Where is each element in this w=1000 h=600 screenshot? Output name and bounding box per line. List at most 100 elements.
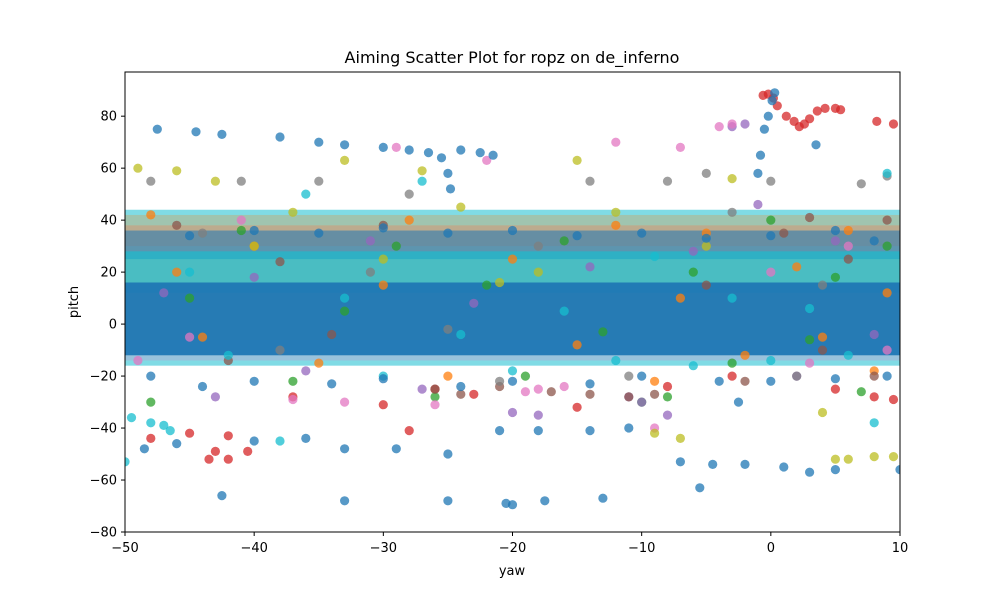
point-s0-18 xyxy=(243,446,253,456)
point-s0-13 xyxy=(872,116,882,126)
point-s5-14 xyxy=(714,122,724,132)
point-s9-61 xyxy=(378,374,388,384)
point-s9-72 xyxy=(811,140,821,150)
point-s2-2 xyxy=(236,225,246,236)
point-s7-15 xyxy=(701,241,711,251)
point-s9-39 xyxy=(695,483,705,493)
x-tick-label-6: 10 xyxy=(892,541,909,556)
point-s1-12 xyxy=(675,293,686,303)
x-tick-label-5: 0 xyxy=(767,541,775,556)
point-s4-18 xyxy=(882,215,892,225)
point-s1-17 xyxy=(843,225,853,236)
point-s1-1 xyxy=(172,267,182,277)
point-s9-71 xyxy=(882,371,892,381)
point-s5-5 xyxy=(391,142,401,152)
point-s0-29 xyxy=(888,394,899,405)
point-s4-10 xyxy=(624,392,634,402)
point-s5-8 xyxy=(520,387,531,397)
point-s1-9 xyxy=(572,340,582,350)
point-s1-7 xyxy=(443,371,453,381)
point-s2-10 xyxy=(598,327,608,337)
point-s9-2 xyxy=(217,129,227,139)
point-s3-1 xyxy=(210,392,220,402)
point-s8-12 xyxy=(456,329,466,340)
point-s9-1 xyxy=(191,127,201,137)
point-s7-7 xyxy=(417,166,427,176)
point-s2-19 xyxy=(882,241,892,251)
point-s8-20 xyxy=(805,303,815,314)
point-s6-5 xyxy=(365,267,375,277)
point-s9-69 xyxy=(585,379,595,389)
point-s9-18 xyxy=(770,88,780,98)
point-s9-54 xyxy=(314,228,324,238)
point-s7-18 xyxy=(830,454,841,464)
point-s9-27 xyxy=(443,449,453,459)
point-s3-7 xyxy=(507,407,518,418)
point-s9-65 xyxy=(830,374,841,384)
point-s5-2 xyxy=(236,215,246,225)
point-s9-34 xyxy=(443,496,453,506)
point-s7-8 xyxy=(456,202,466,212)
point-s9-38 xyxy=(217,491,227,501)
point-s4-19 xyxy=(805,212,815,223)
point-s9-6 xyxy=(378,142,388,152)
point-s8-9 xyxy=(340,293,350,303)
point-s6-17 xyxy=(817,280,828,290)
point-s2-8 xyxy=(520,371,531,381)
point-s6-12 xyxy=(662,176,673,186)
point-s7-1 xyxy=(172,166,182,176)
point-s4-15 xyxy=(817,345,828,355)
point-s9-64 xyxy=(766,376,776,386)
point-s9-43 xyxy=(779,462,789,472)
point-s4-9 xyxy=(585,389,595,399)
point-s3-16 xyxy=(753,199,763,210)
point-s0-17 xyxy=(223,454,233,464)
point-s0-14 xyxy=(888,119,899,129)
point-s3-9 xyxy=(585,262,595,272)
point-s8-1 xyxy=(126,413,137,423)
y-tick-label-3: −20 xyxy=(90,370,117,385)
point-s9-24 xyxy=(301,433,311,443)
point-s2-1 xyxy=(185,293,195,303)
point-s9-70 xyxy=(714,376,724,386)
point-s9-9 xyxy=(436,153,447,163)
point-s8-5 xyxy=(185,267,195,277)
point-s9-15 xyxy=(759,124,770,134)
point-s5-1 xyxy=(185,332,195,342)
point-s7-21 xyxy=(888,452,899,462)
point-s9-13 xyxy=(475,148,485,158)
point-s0-12 xyxy=(836,105,846,115)
point-s9-41 xyxy=(708,459,718,469)
point-s9-68 xyxy=(456,381,466,392)
point-s9-21 xyxy=(172,439,182,449)
point-s1-6 xyxy=(404,215,414,225)
point-s2-12 xyxy=(662,392,673,402)
point-s2-7 xyxy=(482,280,492,290)
point-s9-47 xyxy=(249,225,259,236)
point-s2-14 xyxy=(727,358,737,368)
point-s7-4 xyxy=(288,207,298,217)
point-s4-16 xyxy=(843,254,853,264)
point-s0-26 xyxy=(727,371,737,381)
x-axis-label: yaw xyxy=(499,564,526,579)
point-s3-4 xyxy=(365,236,375,246)
point-s9-29 xyxy=(533,426,543,436)
point-s2-5 xyxy=(391,241,401,251)
point-s1-5 xyxy=(378,280,388,290)
point-s5-13 xyxy=(675,142,686,152)
point-s5-3 xyxy=(288,394,298,405)
y-axis: −80 −60 −40 −20 0 20 40 60 80 xyxy=(90,110,125,541)
point-s0-32 xyxy=(572,402,582,412)
point-s9-20 xyxy=(753,168,763,178)
point-s1-2 xyxy=(197,332,208,342)
point-s2-4 xyxy=(340,306,350,316)
point-s1-15 xyxy=(792,262,802,272)
data-points xyxy=(125,88,900,510)
point-s5-11 xyxy=(611,137,621,147)
point-s9-40 xyxy=(675,457,686,467)
x-tick-label-2: −30 xyxy=(370,541,397,556)
density-band-6 xyxy=(125,282,900,356)
point-s2-16 xyxy=(805,335,815,345)
point-s8-3 xyxy=(159,420,169,430)
x-tick-label-0: −50 xyxy=(111,541,138,556)
